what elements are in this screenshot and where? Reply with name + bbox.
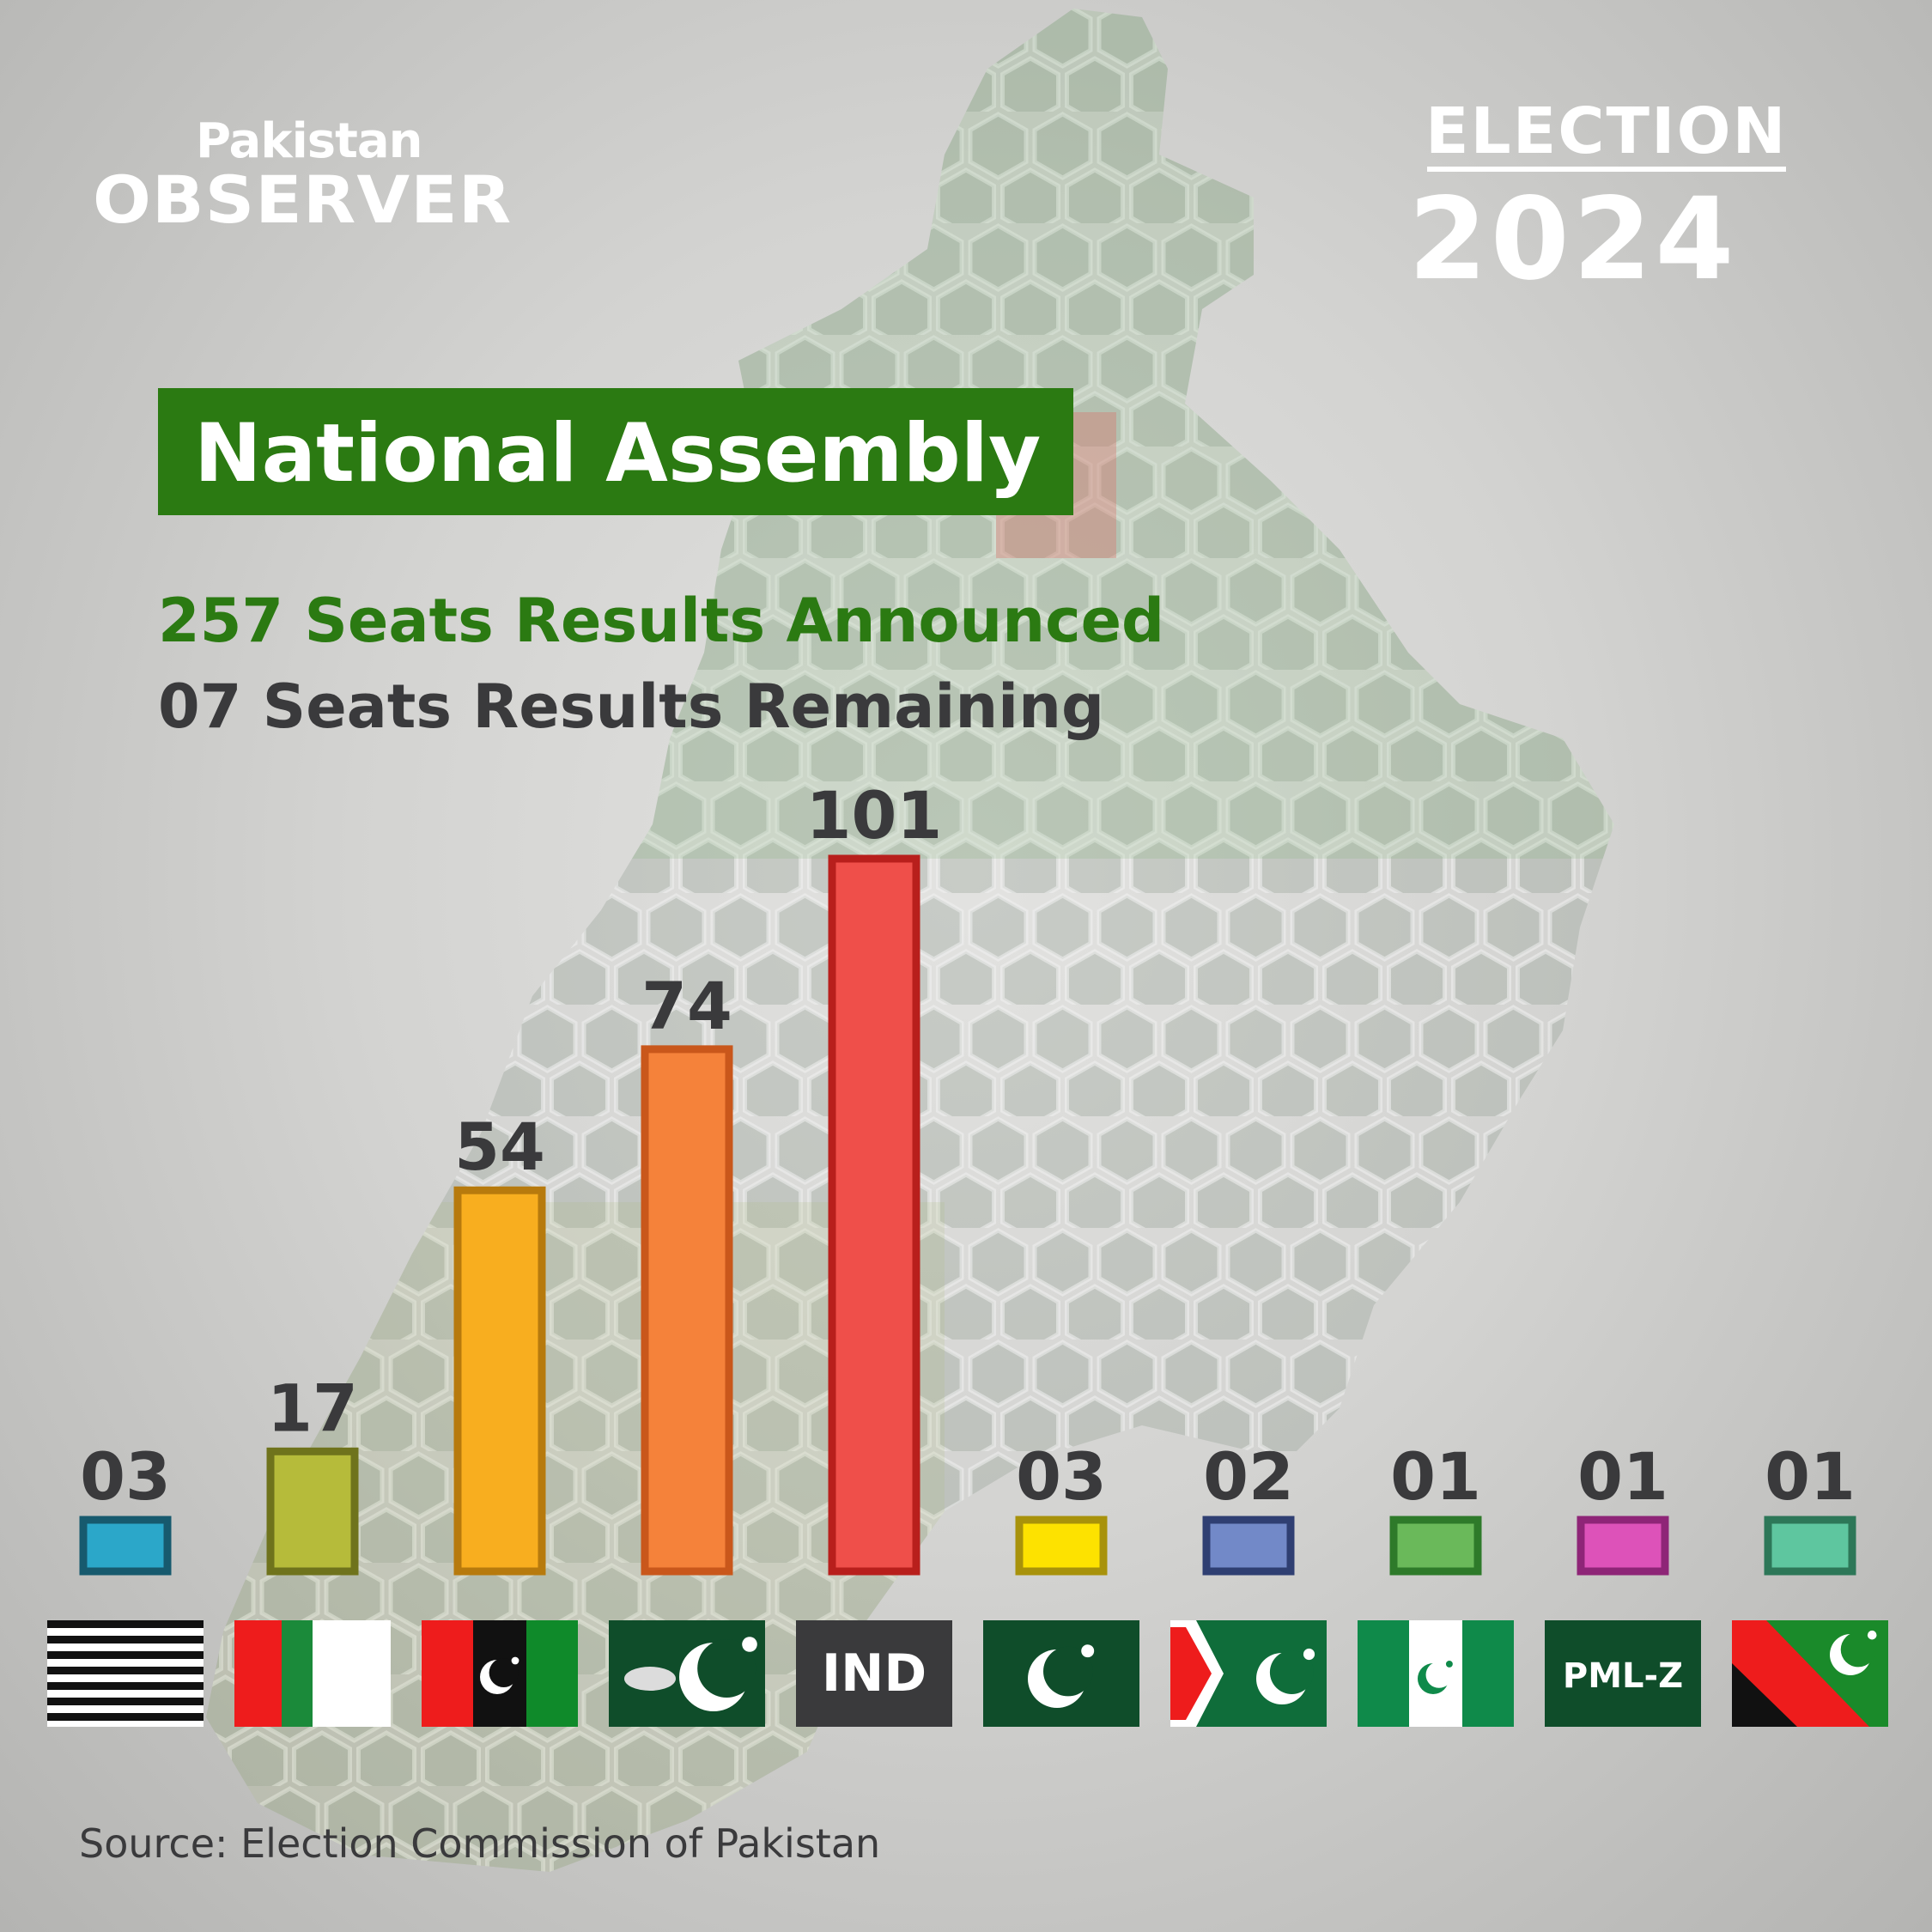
bar-2	[453, 1186, 546, 1576]
bar-9	[1764, 1516, 1856, 1576]
party-flag-4: IND	[796, 1620, 952, 1727]
bar-1	[266, 1447, 359, 1576]
event-year-text: 2024	[1408, 173, 1738, 306]
chart-title: National Assembly	[194, 407, 1042, 501]
value-label-2: 54	[454, 1109, 545, 1185]
bar-3	[641, 1045, 733, 1576]
title-badge: National Assembly	[158, 388, 1073, 515]
election-2024-logo: ELECTION 2024	[1408, 94, 1820, 306]
party-flag-9	[1732, 1620, 1888, 1727]
value-label-9: 01	[1765, 1438, 1856, 1515]
party-flag-1	[234, 1620, 391, 1727]
party-flag-2	[422, 1620, 578, 1727]
seats-remaining-text: 07 Seats Results Remaining	[158, 671, 1105, 742]
value-label-8: 01	[1577, 1438, 1668, 1515]
brand-top-text: Pakistan	[196, 113, 423, 169]
flags-layer: IND PML-Z	[47, 1620, 1888, 1727]
bar-4	[828, 854, 920, 1576]
party-flag-0	[47, 1620, 204, 1727]
value-label-5: 03	[1016, 1438, 1107, 1515]
party-flag-8: PML-Z	[1545, 1620, 1701, 1727]
value-label-6: 02	[1203, 1438, 1294, 1515]
value-label-3: 74	[641, 968, 732, 1044]
logo-rule	[1427, 167, 1786, 172]
flag-label-pmlz: PML-Z	[1563, 1656, 1683, 1696]
pakistan-observer-logo: Pakistan OBSERVER	[93, 113, 617, 238]
event-word-text: ELECTION	[1425, 94, 1788, 168]
party-flag-5	[983, 1620, 1139, 1727]
party-flag-6	[1170, 1620, 1327, 1727]
bar-7	[1389, 1516, 1482, 1576]
bar-6	[1202, 1516, 1295, 1576]
party-flag-3	[609, 1620, 765, 1727]
value-label-1: 17	[267, 1370, 358, 1446]
value-labels-layer: 03 17 54 74 101 03 02 01 01 01	[80, 777, 1856, 1515]
value-label-7: 01	[1390, 1438, 1481, 1515]
flag-label-ind: IND	[822, 1643, 927, 1704]
party-flag-7	[1358, 1620, 1514, 1727]
bars-layer	[79, 854, 1856, 1576]
value-label-0: 03	[80, 1438, 171, 1515]
bar-5	[1015, 1516, 1108, 1576]
brand-bottom-text: OBSERVER	[93, 161, 513, 238]
seats-announced-text: 257 Seats Results Announced	[158, 586, 1165, 656]
bar-0	[79, 1516, 172, 1576]
bar-8	[1577, 1516, 1669, 1576]
value-label-4: 101	[806, 777, 943, 854]
source-note: Source: Election Commission of Pakistan	[79, 1820, 881, 1867]
